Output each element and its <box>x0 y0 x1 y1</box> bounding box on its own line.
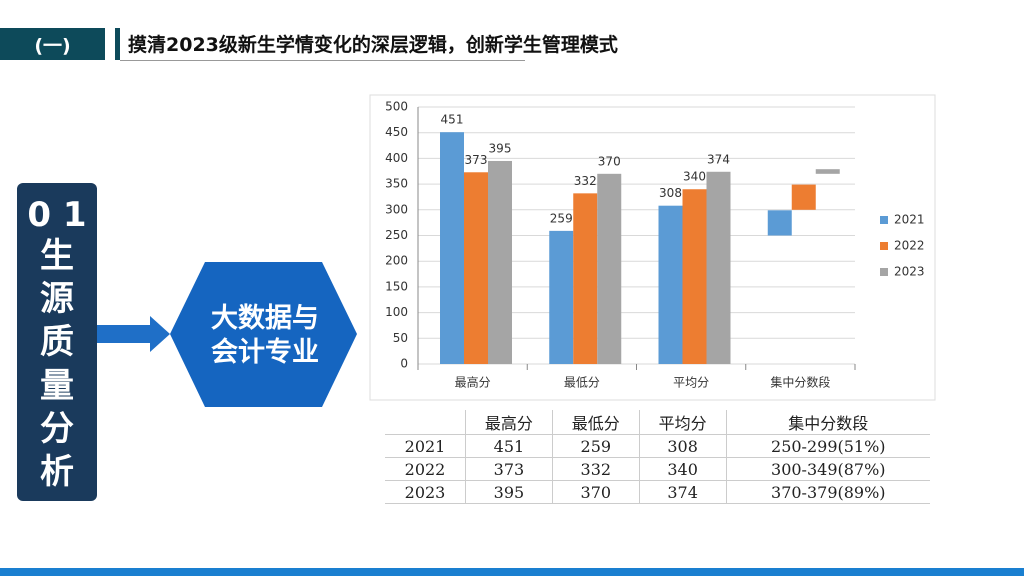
table-cell: 370-379(89%) <box>726 480 930 504</box>
table-row: 2023 395 370 374 370-379(89%) <box>385 480 930 504</box>
x-tick-label: 集中分数段 <box>770 375 830 390</box>
table-cell: 332 <box>552 457 640 481</box>
table-row: 2022 373 332 340 300-349(87%) <box>385 457 930 481</box>
y-tick-label: 50 <box>393 331 408 345</box>
bar <box>440 132 464 364</box>
x-tick-label: 平均分 <box>673 376 709 390</box>
y-tick-label: 250 <box>385 228 408 242</box>
bottom-stripe <box>0 568 1024 576</box>
table-header-cell: 最高分 <box>465 410 553 435</box>
arrow <box>97 316 170 352</box>
y-tick-label: 100 <box>385 305 408 319</box>
table-cell: 308 <box>639 434 727 458</box>
data-label: 370 <box>598 154 621 168</box>
y-tick-label: 350 <box>385 177 408 191</box>
data-label: 308 <box>659 186 682 200</box>
table-cell: 370 <box>552 480 640 504</box>
table-header-cell: 最低分 <box>552 410 640 435</box>
y-tick-label: 200 <box>385 254 408 268</box>
legend-swatch <box>880 242 888 250</box>
legend-swatch <box>880 216 888 224</box>
badge: (一) <box>0 28 105 60</box>
table: 最高分 最低分 平均分 集中分数段 2021 451 259 308 250-299(51%)… <box>385 410 930 504</box>
table-cell: 259 <box>552 434 640 458</box>
x-tick-label: 最高分 <box>455 375 491 390</box>
table-header: 最高分 最低分 平均分 集中分数段 <box>385 410 930 435</box>
legend-swatch <box>880 268 888 276</box>
bar <box>706 171 731 364</box>
bar <box>573 193 598 364</box>
bar <box>464 172 488 364</box>
data-label: 340 <box>683 170 706 184</box>
hexagon-label: 大数据与会计专业 <box>211 303 319 368</box>
table-cell: 2021 <box>385 434 466 458</box>
section-title: 生源质量分析 <box>40 236 74 492</box>
x-tick-label: 最低分 <box>564 376 600 390</box>
table-corner <box>385 410 466 435</box>
legend-label: 2021 <box>894 213 925 227</box>
bar <box>549 230 574 364</box>
range-bar <box>791 184 816 210</box>
data-label: 373 <box>465 153 488 167</box>
table-cell: 374 <box>639 480 727 504</box>
y-tick-label: 450 <box>385 125 408 139</box>
y-tick-label: 500 <box>385 100 408 114</box>
data-label: 374 <box>707 152 730 166</box>
table-cell: 2022 <box>385 457 466 481</box>
data-label: 395 <box>489 141 512 155</box>
table-cell: 395 <box>465 480 553 504</box>
y-tick-label: 400 <box>385 151 408 165</box>
table-header-cell: 集中分数段 <box>726 410 930 435</box>
table-cell: 373 <box>465 457 553 481</box>
data-label: 451 <box>441 113 464 127</box>
table-header-cell: 平均分 <box>639 410 727 435</box>
bar <box>488 160 512 364</box>
table-row: 2021 451 259 308 250-299(51%) <box>385 434 930 458</box>
range-bar <box>767 210 792 236</box>
data-label: 332 <box>574 174 597 188</box>
legend-label: 2023 <box>894 265 925 279</box>
bar <box>682 189 707 364</box>
bar <box>597 173 622 364</box>
header-title: 摸清2023级新生学情变化的深层逻辑，创新学生管理模式 <box>128 34 618 56</box>
hexagon <box>170 262 357 407</box>
section-number: 0 1 <box>27 195 87 235</box>
table-cell: 300-349(87%) <box>726 457 930 481</box>
legend-label: 2022 <box>894 239 925 253</box>
table-cell: 2023 <box>385 480 466 504</box>
data-label: 259 <box>550 211 573 225</box>
underline <box>120 60 525 61</box>
table-cell: 340 <box>639 457 727 481</box>
y-tick-label: 300 <box>385 202 408 216</box>
range-bar <box>815 169 840 174</box>
table-cell: 451 <box>465 434 553 458</box>
accent-bar <box>115 28 120 60</box>
section-box: 0 1 生源质量分析 <box>17 183 97 501</box>
table-cell: 250-299(51%) <box>726 434 930 458</box>
y-tick-label: 150 <box>385 279 408 293</box>
y-tick-label: 0 <box>400 357 408 371</box>
chart-frame <box>369 94 936 401</box>
bar <box>658 205 683 364</box>
